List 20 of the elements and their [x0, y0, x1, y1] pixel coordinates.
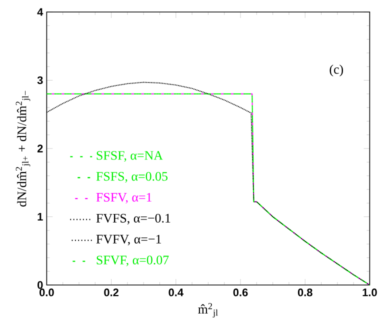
annotation: (c)	[330, 64, 344, 76]
x-tick-label: 0.0	[40, 288, 54, 296]
legend-label: FSFV, α=1	[96, 192, 152, 204]
legend-label: FSFS, α=0.05	[96, 172, 168, 183]
y-tick-label: 1	[38, 212, 43, 221]
legend-label: SFSF, α=NA	[96, 151, 163, 162]
y-tick-label: 3	[37, 76, 43, 84]
y-tick-label: 2	[37, 144, 43, 152]
x-tick-label: 1.0	[362, 288, 377, 296]
legend-label: FVFV, α=−1	[96, 234, 161, 246]
legend-label: FVFS, α=−0.1	[96, 214, 170, 224]
y-axis-title: dN/dm̂$^{2}$$_{jl+}$ + dN/dm̂$^{2}$jl−	[16, 90, 30, 207]
legend-label: SFVF, α=0.07	[96, 256, 169, 266]
x-tick-label: 0.4	[168, 288, 184, 296]
x-tick-label: 0.2	[104, 288, 118, 296]
y-tick-label: 4	[37, 8, 44, 16]
x-tick-label: 0.8	[298, 288, 312, 296]
y-tick-label: 0	[38, 281, 43, 289]
x-axis-title: m̂$^{2}$jl	[198, 303, 218, 318]
x-tick-label: 0.6	[233, 288, 248, 296]
